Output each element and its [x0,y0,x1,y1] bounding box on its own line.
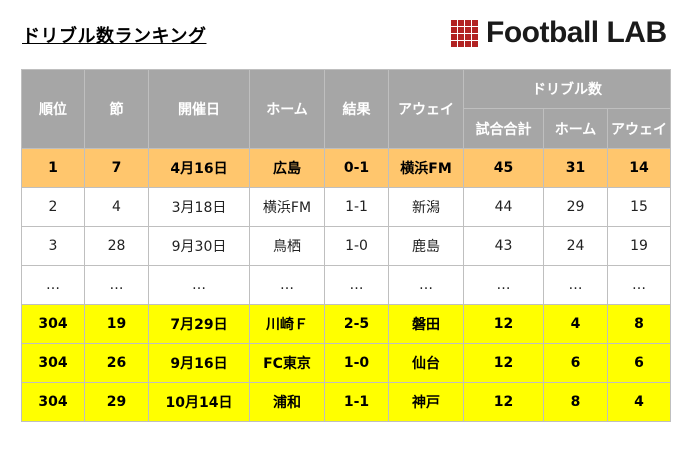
cell-dribble-away: 15 [606,187,672,227]
cell-away-team: 鹿島 [388,226,464,266]
cell-rank: 304 [21,304,85,344]
cell-away-team: 横浜FM [388,148,464,188]
cell-dribble-home: … [543,265,608,305]
header-home: ホーム [249,69,325,149]
cell-date: 7月29日 [148,304,250,344]
cell-date: … [148,265,250,305]
cell-away-team: 新潟 [388,187,464,227]
cell-home-team: 鳥栖 [249,226,325,266]
cell-rank: 1 [21,148,85,188]
cell-date: 9月16日 [148,343,250,383]
header-dribble-away: アウェイ [606,108,672,149]
header-dribble-group: ドリブル数 [462,69,672,109]
cell-home-team: FC東京 [249,343,325,383]
header-away: アウェイ [388,69,464,149]
dribble-ranking-table: 順位 節 開催日 ホーム 結果 アウェイ ドリブル数 試合合計 ホーム アウェイ… [21,69,672,422]
cell-section: 29 [84,382,149,422]
cell-section: 4 [84,187,149,227]
cell-date: 10月14日 [148,382,250,422]
cell-home-team: 川崎Ｆ [249,304,325,344]
header-dribble-total: 試合合計 [463,108,544,149]
cell-rank: 304 [21,343,85,383]
table-row: 304 26 9月16日 FC東京 1-0 仙台 12 6 6 [21,343,672,383]
cell-rank: 3 [21,226,85,266]
cell-result: 1-1 [324,382,389,422]
cell-result: 0-1 [324,148,389,188]
cell-dribble-total: 45 [463,148,544,188]
cell-dribble-away: … [606,265,672,305]
cell-rank: 304 [21,382,85,422]
cell-dribble-away: 19 [606,226,672,266]
cell-away-team: 仙台 [388,343,464,383]
cell-result: 1-0 [324,343,389,383]
cell-section: … [84,265,149,305]
table-row: 304 19 7月29日 川崎Ｆ 2-5 磐田 12 4 8 [21,304,672,344]
table-body: 1 7 4月16日 広島 0-1 横浜FM 45 31 14 2 4 3月18日 横浜FM 1-1 新潟 44… [21,148,672,422]
table-row: 2 4 3月18日 横浜FM 1-1 新潟 44 29 15 [21,187,672,227]
cell-away-team: 磐田 [388,304,464,344]
cell-dribble-away: 4 [606,382,672,422]
cell-date: 3月18日 [148,187,250,227]
cell-rank: … [21,265,85,305]
cell-home-team: 広島 [249,148,325,188]
cell-home-team: … [249,265,325,305]
cell-dribble-home: 6 [543,343,608,383]
cell-result: 1-0 [324,226,389,266]
football-lab-logo: Football LAB [451,14,667,52]
cell-dribble-total: 12 [463,304,544,344]
cell-dribble-home: 4 [543,304,608,344]
header-result: 結果 [324,69,389,149]
cell-dribble-away: 6 [606,343,672,383]
cell-section: 7 [84,148,149,188]
cell-dribble-home: 31 [543,148,608,188]
table-row: 1 7 4月16日 広島 0-1 横浜FM 45 31 14 [21,148,672,188]
logo-grid-icon [451,19,478,47]
cell-result: … [324,265,389,305]
page-title: ドリブル数ランキング [22,26,207,47]
cell-dribble-total: 12 [463,382,544,422]
cell-dribble-total: 12 [463,343,544,383]
cell-section: 28 [84,226,149,266]
cell-dribble-total: 43 [463,226,544,266]
table-row: 304 29 10月14日 浦和 1-1 神戸 12 8 4 [21,382,672,422]
cell-away-team: … [388,265,464,305]
header-rank: 順位 [21,69,85,149]
cell-date: 9月30日 [148,226,250,266]
table-row: ……………………… [21,265,672,305]
header-dribble-home: ホーム [543,108,608,149]
header-section: 節 [84,69,149,149]
cell-dribble-total: 44 [463,187,544,227]
cell-rank: 2 [21,187,85,227]
cell-dribble-away: 8 [606,304,672,344]
cell-home-team: 横浜FM [249,187,325,227]
cell-section: 26 [84,343,149,383]
cell-dribble-total: … [463,265,544,305]
cell-result: 1-1 [324,187,389,227]
cell-dribble-away: 14 [606,148,672,188]
table-row: 3 28 9月30日 鳥栖 1-0 鹿島 43 24 19 [21,226,672,266]
cell-result: 2-5 [324,304,389,344]
logo-text: Football LAB [486,16,667,49]
cell-away-team: 神戸 [388,382,464,422]
cell-dribble-home: 24 [543,226,608,266]
cell-home-team: 浦和 [249,382,325,422]
cell-dribble-home: 8 [543,382,608,422]
cell-dribble-home: 29 [543,187,608,227]
header-date: 開催日 [148,69,250,149]
cell-section: 19 [84,304,149,344]
cell-date: 4月16日 [148,148,250,188]
